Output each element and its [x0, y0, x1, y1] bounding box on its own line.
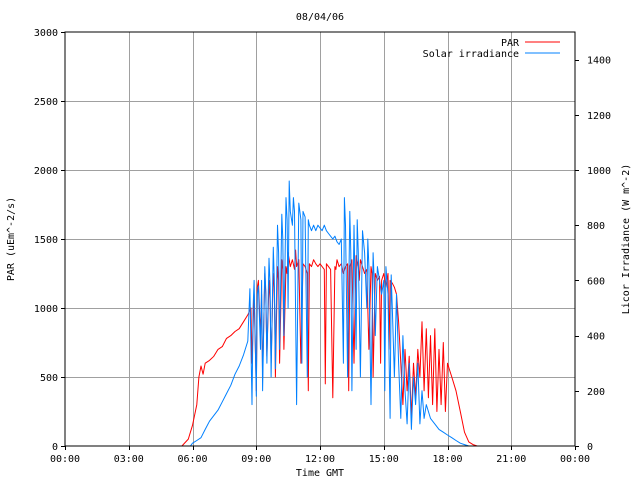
- y-left-tick-label: 1500: [34, 235, 58, 246]
- y-axis-label-left: PAR (uEm^-2/s): [6, 197, 17, 281]
- x-tick-label: 09:00: [241, 454, 271, 465]
- y-right-tick-label: 1000: [587, 166, 611, 177]
- grid: [65, 32, 575, 446]
- y-right-tick-label: 1400: [587, 56, 611, 67]
- x-tick-label: 00:00: [560, 454, 590, 465]
- x-tick-label: 03:00: [114, 454, 144, 465]
- legend-label-solar-irradiance: Solar irradiance: [423, 49, 519, 60]
- legend-label-par: PAR: [501, 38, 520, 49]
- legend: PAR Solar irradiance: [423, 38, 560, 60]
- y-right-tick-label: 600: [587, 276, 605, 287]
- y-right-tick-label: 1200: [587, 111, 611, 122]
- y-right-tick-label: 400: [587, 332, 605, 343]
- x-tick-label: 00:00: [50, 454, 80, 465]
- x-axis-label: Time GMT: [296, 468, 344, 479]
- y-right-tick-label: 800: [587, 221, 605, 232]
- y-left-tick-label: 3000: [34, 28, 58, 39]
- y-left-tick-label: 0: [52, 442, 58, 453]
- y-left-tick-label: 2000: [34, 166, 58, 177]
- y-left-tick-label: 1000: [34, 304, 58, 315]
- series-line-solar-irradiance: [65, 180, 575, 447]
- y-left-tick-label: 500: [40, 373, 58, 384]
- y-axis-label-right: Licor Irradiance (W m^-2): [621, 164, 632, 315]
- x-tick-label: 06:00: [177, 454, 207, 465]
- x-tick-label: 18:00: [432, 454, 462, 465]
- y-left-tick-label: 2500: [34, 97, 58, 108]
- y-right-tick-label: 0: [587, 442, 593, 453]
- x-tick-label: 12:00: [305, 454, 335, 465]
- series-lines: [65, 180, 575, 447]
- axis-ticks: 00:00 03:00 06:00 09:00 12:00 15:00 18:00 21:00…: [34, 28, 611, 465]
- series-line-par: [65, 249, 575, 447]
- x-tick-label: 21:00: [496, 454, 526, 465]
- x-tick-label: 15:00: [369, 454, 399, 465]
- chart-title: 08/04/06: [296, 12, 344, 23]
- y-right-tick-label: 200: [587, 387, 605, 398]
